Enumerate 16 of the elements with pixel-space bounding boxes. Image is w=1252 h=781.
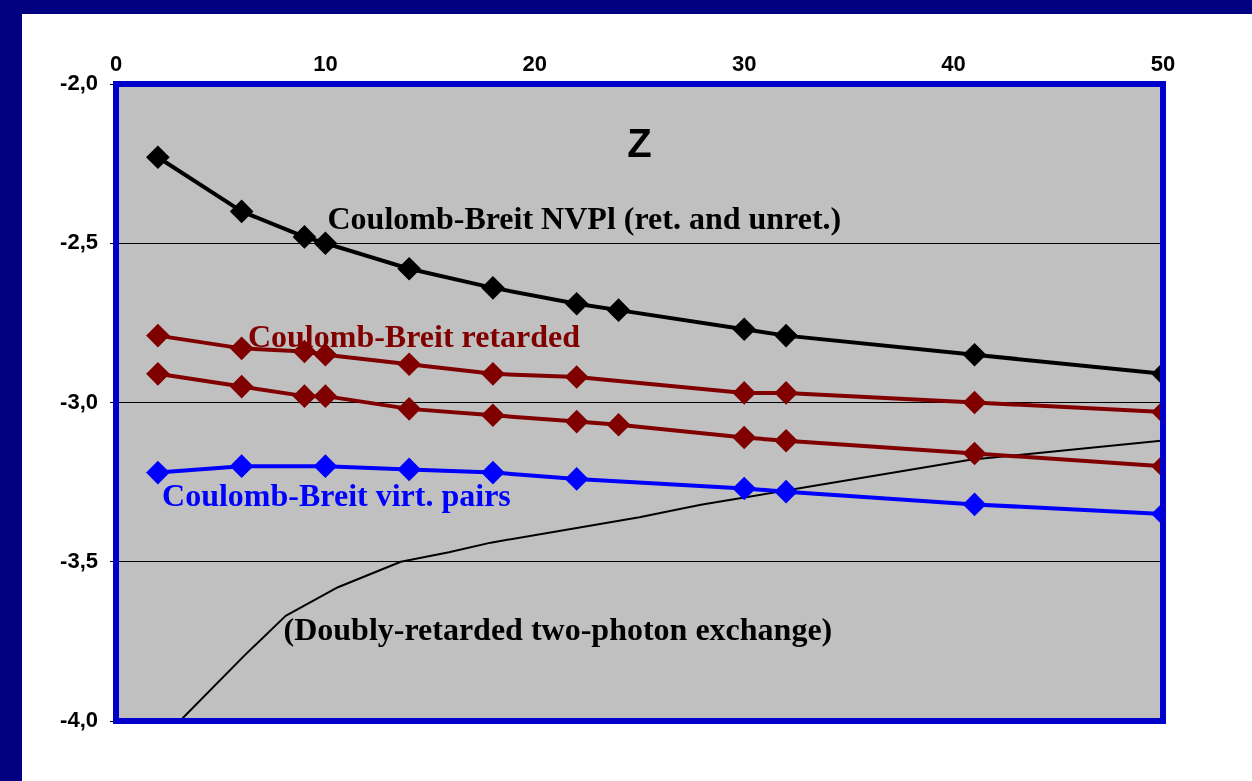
y-tick-label: -3,5 [60,547,98,573]
x-axis-title: Z [627,121,652,166]
y-tick-label: -2,0 [60,70,98,96]
series-label: Coulomb-Breit NVPl (ret. and unret.) [327,200,842,237]
series-label: Coulomb-Breit virt. pairs [162,477,511,514]
x-tick-label: 40 [941,50,966,76]
y-tick-label: -2,5 [60,229,98,255]
x-tick-label: 0 [109,50,123,76]
y-tick-label: -4,0 [60,707,98,733]
series-label: (Doubly-retarded two-photon exchange) [283,611,833,648]
x-tick-label: 10 [313,50,338,76]
x-tick-label: 30 [731,50,757,76]
x-tick-label: 50 [1150,50,1176,76]
x-tick-label: 20 [522,50,548,76]
series-label: Coulomb-Breit retarded [247,318,581,355]
y-tick-label: -3,0 [60,388,98,414]
